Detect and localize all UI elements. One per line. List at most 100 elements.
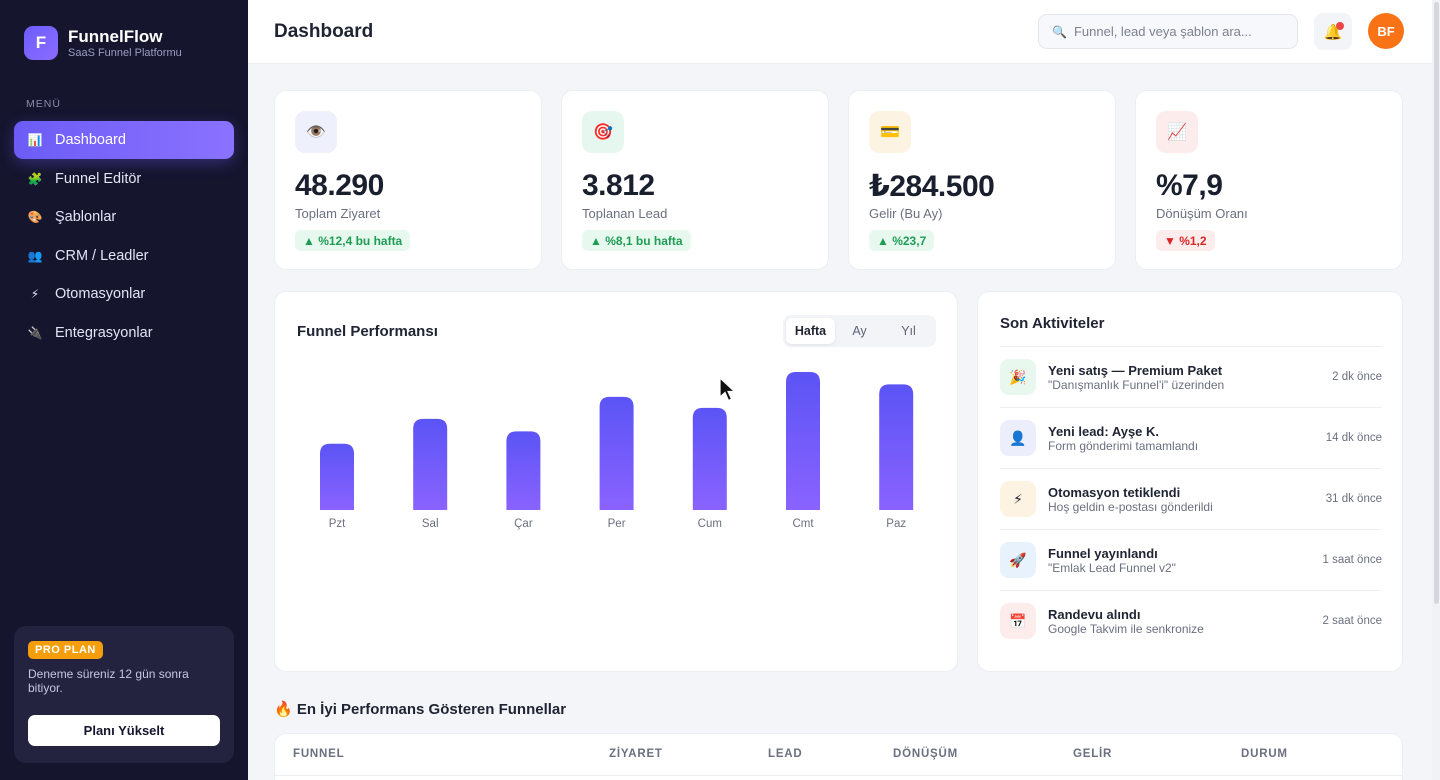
column-header[interactable]: FUNNEL xyxy=(293,748,345,760)
sidebar-item-label: CRM / Leadler xyxy=(55,247,149,264)
x-tick-label: Paz xyxy=(886,518,906,530)
activity-item[interactable]: 📅 Randevu alındı Google Takvim ile senkron… xyxy=(1000,590,1382,651)
activity-body: Randevu alındı Google Takvim ile senkroni… xyxy=(1048,607,1204,636)
activity-title: Yeni satış — Premium Paket xyxy=(1048,362,1223,378)
x-tick-label: Çar xyxy=(514,518,533,530)
user-avatar[interactable]: BF xyxy=(1368,13,1404,49)
activity-item[interactable]: ⚡ Otomasyon tetiklendi Hoş geldin e-postas… xyxy=(1000,468,1382,529)
activity-item[interactable]: 🎉 Yeni satış — Premium Paket "Danışmanlık … xyxy=(1000,346,1382,407)
stat-card-revenue: 💳 ₺284.500 Gelir (Bu Ay) ▲ %23,7 xyxy=(848,90,1116,270)
bar-Sal[interactable] xyxy=(413,418,448,510)
column-header[interactable]: DÖNÜŞÜM xyxy=(893,748,959,760)
activity-description: Hoş geldin e-postası gönderildi xyxy=(1048,499,1213,514)
stat-label: Dönüşüm Oranı xyxy=(1156,206,1248,221)
bar-Cum[interactable] xyxy=(692,407,727,510)
top-funnels-table: FUNNEL ZİYARET LEAD DÖNÜŞÜM GELİR DURUM xyxy=(274,733,1403,780)
brand-name: FunnelFlow xyxy=(68,26,163,46)
trend-badge: ▼ %1,2 xyxy=(1156,230,1215,251)
activity-title: Son Aktiviteler xyxy=(1000,315,1105,332)
lightning-icon: ⚡ xyxy=(1000,481,1036,517)
x-tick-label: Cmt xyxy=(792,518,814,530)
bar-Cmt[interactable] xyxy=(786,372,820,510)
column-header[interactable]: LEAD xyxy=(768,748,803,760)
stat-card-visits: 👁️ 48.290 Toplam Ziyaret ▲ %12,4 bu hafta xyxy=(274,90,542,270)
x-tick-label: Per xyxy=(608,518,626,530)
pro-plan-card: PRO PLAN Deneme süreniz 12 gün sonra bit… xyxy=(14,626,234,763)
notification-dot xyxy=(1336,22,1344,30)
sidebar-item-label: Otomasyonlar xyxy=(55,286,146,303)
tab-ay[interactable]: Ay xyxy=(852,324,867,338)
activity-time: 14 dk önce xyxy=(1325,432,1382,444)
activity-body: Yeni satış — Premium Paket "Danışmanlık F… xyxy=(1048,363,1224,392)
x-tick-label: Cum xyxy=(698,518,722,530)
sidebar-item-dashboard[interactable]: 📊 Dashboard xyxy=(14,121,234,159)
activity-description: Form gönderimi tamamlandı xyxy=(1048,438,1199,453)
sidebar-item-crm-leadler[interactable]: 👥 CRM / Leadler xyxy=(14,237,234,275)
scrollbar-thumb[interactable] xyxy=(1434,2,1439,604)
sidebar-item-şablonlar[interactable]: 🎨 Şablonlar xyxy=(14,198,234,236)
search-input[interactable] xyxy=(1073,24,1294,39)
activity-body: Yeni lead: Ayşe K. Form gönderimi tamamla… xyxy=(1048,424,1198,453)
x-tick-label: Pzt xyxy=(329,518,346,530)
column-header[interactable]: GELİR xyxy=(1073,748,1113,760)
bar-Paz[interactable] xyxy=(879,384,914,510)
activity-description: "Emlak Lead Funnel v2" xyxy=(1048,560,1176,575)
party-icon: 🎉 xyxy=(1000,359,1036,395)
activity-title: Randevu alındı xyxy=(1048,606,1141,622)
activity-time: 2 dk önce xyxy=(1332,371,1382,383)
activity-item[interactable]: 👤 Yeni lead: Ayşe K. Form gönderimi tamaml… xyxy=(1000,407,1382,468)
chart-title: Funnel Performansı xyxy=(297,323,438,340)
stat-card-conversion: 📈 %7,9 Dönüşüm Oranı ▼ %1,2 xyxy=(1135,90,1403,270)
notifications-button[interactable]: 🔔 xyxy=(1314,13,1352,50)
bar-Per[interactable] xyxy=(599,396,634,510)
tab-yıl[interactable]: Yıl xyxy=(901,324,916,338)
recent-activity-card: Son Aktiviteler 🎉 Yeni satış — Premium Pa… xyxy=(977,291,1403,672)
stat-card-leads: 🎯 3.812 Toplanan Lead ▲ %8,1 bu hafta xyxy=(561,90,829,270)
users-icon: 👥 xyxy=(27,248,43,263)
upgrade-plan-button[interactable]: Planı Yükselt xyxy=(28,715,220,746)
x-tick-label: Sal xyxy=(422,518,439,530)
sidebar-item-funnel-editör[interactable]: 🧩 Funnel Editör xyxy=(14,160,234,198)
rocket-icon: 🚀 xyxy=(1000,542,1036,578)
bar-chart: Pzt Sal Çar Per Cum Cmt Paz xyxy=(320,372,914,530)
activity-time: 31 dk önce xyxy=(1325,493,1382,505)
menu-heading: MENÜ xyxy=(26,98,61,110)
brand-subtitle: SaaS Funnel Platformu xyxy=(68,46,182,59)
bar-Çar[interactable] xyxy=(506,431,541,510)
trial-notice: Deneme süreniz 12 gün sonra bitiyor. xyxy=(28,667,189,695)
activity-title: Funnel yayınlandı xyxy=(1048,545,1158,561)
puzzle-icon: 🧩 xyxy=(27,171,43,186)
sidebar-item-label: Şablonlar xyxy=(55,209,117,226)
column-header[interactable]: DURUM xyxy=(1241,748,1288,760)
sidebar-item-label: Dashboard xyxy=(55,132,126,148)
brand-logo: F xyxy=(24,26,58,60)
mouse-cursor-icon xyxy=(719,377,737,402)
sidebar-item-entegrasyonlar[interactable]: 🔌 Entegrasyonlar xyxy=(14,314,234,352)
activity-description: "Danışmanlık Funnel'i" üzerinden xyxy=(1048,377,1225,392)
search-box[interactable]: 🔍 xyxy=(1038,14,1298,49)
sidebar-nav: 📊 Dashboard 🧩 Funnel Editör 🎨 Şablonlar 👥 CRM /… xyxy=(14,121,234,353)
brand[interactable]: F FunnelFlow SaaS Funnel Platformu xyxy=(24,26,182,60)
credit-card-icon: 💳 xyxy=(869,111,911,153)
top-funnels-title: 🔥 En İyi Performans Gösteren Funnellar xyxy=(274,701,567,718)
funnel-performance-card: Funnel Performansı Hafta Ay Yıl Pzt Sal Çar P… xyxy=(274,291,958,672)
column-header[interactable]: ZİYARET xyxy=(609,748,663,760)
pro-plan-badge: PRO PLAN xyxy=(28,641,103,659)
stat-value: 3.812 xyxy=(582,169,655,202)
activity-title: Otomasyon tetiklendi xyxy=(1048,484,1181,500)
sidebar-item-label: Entegrasyonlar xyxy=(55,324,153,341)
trend-up-icon: 📈 xyxy=(1156,111,1198,153)
target-icon: 🎯 xyxy=(582,111,624,153)
trend-badge: ▲ %12,4 bu hafta xyxy=(295,230,411,251)
sidebar-item-otomasyonlar[interactable]: ⚡ Otomasyonlar xyxy=(14,275,234,313)
stat-value: %7,9 xyxy=(1156,169,1223,202)
activity-body: Otomasyon tetiklendi Hoş geldin e-postası… xyxy=(1048,485,1213,514)
activity-item[interactable]: 🚀 Funnel yayınlandı "Emlak Lead Funnel v2"… xyxy=(1000,529,1382,590)
sidebar-item-label: Funnel Editör xyxy=(55,170,142,187)
tab-hafta[interactable]: Hafta xyxy=(786,318,835,344)
stat-value: ₺284.500 xyxy=(869,170,995,203)
activity-list: 🎉 Yeni satış — Premium Paket "Danışmanlık … xyxy=(1000,346,1382,651)
activity-time: 2 saat önce xyxy=(1322,615,1382,627)
sidebar: F FunnelFlow SaaS Funnel Platformu MENÜ … xyxy=(0,0,248,780)
bar-Pzt[interactable] xyxy=(320,443,354,510)
